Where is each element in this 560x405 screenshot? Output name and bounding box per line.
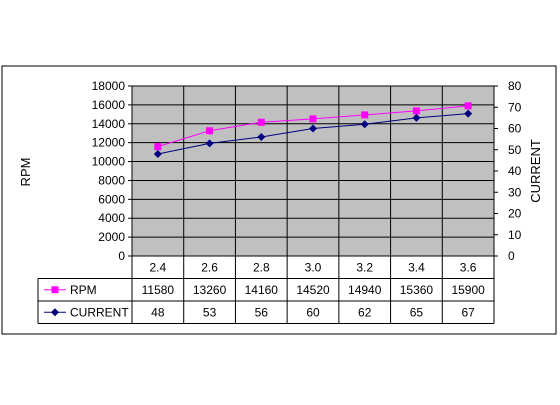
series-layer (153, 102, 473, 158)
current-point (205, 139, 214, 148)
left-tick-label: 12000 (92, 136, 126, 150)
rpm-point (361, 111, 369, 119)
x-tick-label: 2.8 (253, 260, 270, 274)
x-tick-label: 2.6 (201, 260, 218, 274)
x-tick-label: 2.4 (150, 260, 167, 274)
data-table: 2.4 2.6 2.8 3.0 3.2 3.4 3.6 RPM 11580 13260 14160 1… (37, 256, 495, 324)
current-point (309, 124, 317, 133)
left-tick-label: 16000 (92, 98, 126, 112)
current-point (412, 113, 421, 122)
rpm-point (309, 115, 317, 123)
current-data-label: 62 (358, 305, 372, 319)
left-tick-label: 6000 (98, 192, 125, 206)
rpm-point (257, 118, 265, 126)
right-tick-label: 80 (508, 79, 522, 93)
right-tick-label: 20 (508, 207, 522, 221)
rpm-data-label: 15900 (451, 283, 485, 297)
rpm-data-label: 14940 (348, 283, 382, 297)
rpm-data-label: 15360 (400, 283, 434, 297)
left-axis-title: RPM (18, 158, 33, 187)
left-tick-label: 10000 (92, 155, 126, 169)
x-tick-label: 3.6 (460, 260, 477, 274)
right-tick-label: 60 (508, 122, 522, 136)
left-tick-label: 8000 (98, 173, 125, 187)
right-axis: 0 10 20 30 40 50 60 70 80 (494, 79, 522, 263)
current-data-label: 48 (151, 305, 165, 319)
current-legend-marker (51, 308, 59, 317)
rpm-data-label: 14520 (296, 283, 330, 297)
rpm-legend-label: RPM (70, 283, 97, 297)
rpm-point (154, 143, 162, 151)
x-tick-label: 3.2 (356, 260, 373, 274)
rpm-data-label: 11580 (142, 283, 175, 297)
right-tick-label: 10 (508, 228, 522, 242)
current-data-label: 60 (306, 305, 320, 319)
current-data-label: 67 (461, 305, 475, 319)
left-tick-label: 2000 (98, 230, 125, 244)
gridlines (132, 85, 494, 257)
right-tick-label: 70 (508, 100, 522, 114)
x-tick-label: 3.4 (408, 260, 425, 274)
left-tick-label: 4000 (98, 211, 125, 225)
right-tick-label: 30 (508, 185, 522, 199)
rpm-data-label: 13260 (193, 283, 227, 297)
rpm-point (206, 127, 214, 135)
current-point (257, 133, 266, 141)
left-tick-label: 14000 (92, 117, 126, 131)
current-data-label: 53 (203, 305, 217, 319)
right-tick-label: 40 (508, 164, 522, 178)
rpm-point (464, 102, 472, 110)
current-data-label: 56 (255, 305, 269, 319)
rpm-data-label: 14160 (245, 283, 279, 297)
current-point (464, 109, 473, 118)
rpm-series (154, 102, 472, 151)
right-tick-label: 50 (508, 143, 522, 157)
rpm-legend-marker (51, 286, 59, 294)
x-tick-label: 3.0 (305, 260, 322, 274)
current-legend-label: CURRENT (70, 305, 129, 319)
left-tick-label: 18000 (92, 79, 126, 93)
left-tick-label: 0 (118, 249, 125, 263)
left-axis: 0 2000 4000 6000 8000 10000 12000 14000 16000 180… (92, 79, 132, 263)
current-point (153, 150, 162, 158)
current-data-label: 65 (410, 305, 424, 319)
rpm-point (412, 107, 420, 115)
right-axis-title: CURRENT (528, 139, 543, 203)
current-series (153, 109, 473, 158)
right-tick-label: 0 (508, 249, 515, 263)
current-point (360, 120, 369, 129)
plot-area (131, 85, 495, 257)
